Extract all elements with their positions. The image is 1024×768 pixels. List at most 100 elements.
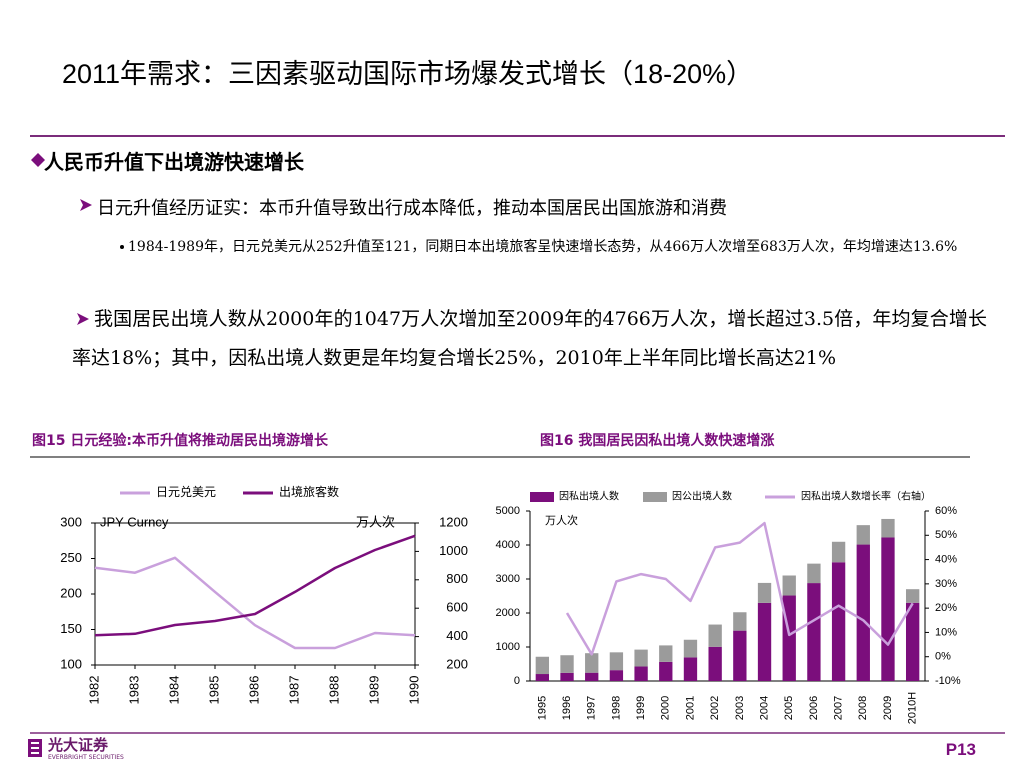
x-tick-label: 1986 bbox=[246, 676, 261, 705]
logo-mark bbox=[31, 742, 39, 744]
plot-frame bbox=[94, 522, 416, 666]
y2-tick-label: 600 bbox=[446, 600, 468, 615]
logo-mark bbox=[31, 747, 39, 749]
x-tick-label: 1983 bbox=[126, 676, 141, 705]
x-tick-label: 2009 bbox=[882, 696, 894, 720]
bar-segment bbox=[585, 653, 599, 673]
bar-segment bbox=[905, 602, 920, 681]
bar-segment bbox=[609, 670, 624, 681]
y2-tick-label: 20% bbox=[935, 602, 957, 614]
bar-segment bbox=[757, 582, 772, 603]
bar-segment bbox=[560, 655, 574, 673]
y2-tick-label: 1000 bbox=[439, 543, 468, 558]
bar-segment bbox=[560, 672, 574, 681]
arrow-bullet bbox=[77, 313, 89, 325]
y-tick-label: 200 bbox=[60, 585, 82, 600]
x-tick-label: 2004 bbox=[758, 696, 770, 720]
legend-swatch bbox=[643, 492, 667, 502]
y-tick-label: 5000 bbox=[496, 505, 520, 517]
y2-tick-label: 0% bbox=[935, 651, 951, 663]
bar-segment bbox=[535, 656, 550, 675]
figure-caption: 图16 我国居民因私出境人数快速增涨 bbox=[540, 433, 775, 449]
x-tick-label: 2002 bbox=[709, 696, 721, 720]
x-tick-label: 1988 bbox=[326, 676, 341, 705]
x-tick-label: 1982 bbox=[86, 676, 101, 705]
bar-segment bbox=[831, 562, 846, 681]
series-line bbox=[94, 534, 416, 637]
annotation: 万人次 bbox=[545, 513, 578, 527]
bar-segment bbox=[905, 589, 920, 603]
y-tick-label: 250 bbox=[60, 550, 82, 565]
bar-segment bbox=[659, 645, 673, 662]
x-tick-label: 1996 bbox=[561, 696, 573, 720]
diamond-bullet bbox=[31, 153, 45, 167]
x-tick-label: 1984 bbox=[166, 676, 181, 705]
bar-segment bbox=[683, 657, 698, 681]
y-tick-label: 4000 bbox=[496, 539, 520, 551]
x-tick-label: 2003 bbox=[734, 696, 746, 720]
bar-segment bbox=[856, 544, 870, 681]
x-tick-label: 1999 bbox=[635, 696, 647, 720]
legend-label: 因私出境人数 bbox=[559, 490, 619, 503]
annotation: 万人次 bbox=[356, 514, 395, 529]
y2-tick-label: 60% bbox=[935, 505, 957, 517]
y2-tick-label: 50% bbox=[935, 529, 957, 541]
series-line bbox=[94, 556, 416, 650]
y-tick-label: 2000 bbox=[496, 607, 520, 619]
y2-tick-label: 400 bbox=[446, 628, 468, 643]
x-tick-label: 1990 bbox=[406, 676, 421, 705]
bar-segment bbox=[807, 563, 821, 584]
y2-tick-label: 40% bbox=[935, 553, 957, 565]
bar-segment bbox=[856, 525, 870, 545]
bar-segment bbox=[659, 661, 673, 681]
page-number: P13 bbox=[945, 740, 976, 759]
legend-label: 因私出境人数增长率（右轴） bbox=[801, 490, 931, 503]
bullet-point: 我国居民出境人数从2000年的1047万人次增加至2009年的4766万人次，增… bbox=[72, 308, 987, 369]
y2-tick-label: -10% bbox=[935, 675, 961, 687]
bullet-point: 日元升值经历证实：本币升值导致出行成本降低，推动本国居民出国旅游和消费 bbox=[97, 198, 727, 219]
section-heading: 人民币升值下出境游快速增长 bbox=[44, 150, 304, 174]
x-tick-label: 1987 bbox=[286, 676, 301, 705]
x-tick-label: 2008 bbox=[857, 696, 869, 720]
y-tick-label: 3000 bbox=[496, 573, 520, 585]
bar-segment bbox=[831, 541, 846, 563]
bar-segment bbox=[881, 518, 895, 538]
bar-segment bbox=[733, 612, 747, 631]
bar-segment bbox=[634, 649, 648, 667]
x-tick-label: 1989 bbox=[366, 676, 381, 705]
bar-segment bbox=[535, 674, 550, 681]
dot-bullet bbox=[120, 245, 124, 249]
sub-point: 1984-1989年，日元兑美元从252升值至121，同期日本出境旅客呈快速增长… bbox=[128, 239, 958, 255]
bar-segment bbox=[634, 666, 648, 681]
logo-mark bbox=[31, 752, 39, 754]
y2-tick-label: 800 bbox=[446, 571, 468, 586]
legend-label: 出境旅客数 bbox=[279, 484, 339, 499]
figure-caption: 图15 日元经验:本币升值将推动居民出境游增长 bbox=[32, 433, 328, 449]
annotation: JPY Curncy bbox=[100, 514, 169, 529]
y-tick-label: 0 bbox=[514, 675, 520, 687]
x-tick-label: 1985 bbox=[206, 676, 221, 705]
y-tick-label: 100 bbox=[60, 656, 82, 671]
y-tick-label: 1000 bbox=[496, 641, 520, 653]
bar-segment bbox=[881, 537, 895, 681]
x-tick-label: 1998 bbox=[610, 696, 622, 720]
series-line bbox=[565, 521, 914, 656]
logo-text: 光大证券 bbox=[48, 736, 109, 754]
x-tick-label: 1997 bbox=[586, 696, 598, 720]
y-tick-label: 300 bbox=[60, 514, 82, 529]
bar-segment bbox=[757, 602, 772, 681]
x-tick-label: 2007 bbox=[833, 696, 845, 720]
y2-tick-label: 30% bbox=[935, 578, 957, 590]
bar-segment bbox=[609, 652, 624, 671]
y2-tick-label: 1200 bbox=[439, 514, 468, 529]
x-tick-label: 2005 bbox=[783, 696, 795, 720]
bar-segment bbox=[708, 646, 722, 681]
legend-label: 日元兑美元 bbox=[156, 485, 216, 499]
bar-segment bbox=[683, 639, 698, 658]
y-tick-label: 150 bbox=[60, 621, 82, 636]
y2-tick-label: 10% bbox=[935, 626, 957, 638]
logo-subtext: EVERBRIGHT SECURITIES bbox=[48, 754, 124, 761]
